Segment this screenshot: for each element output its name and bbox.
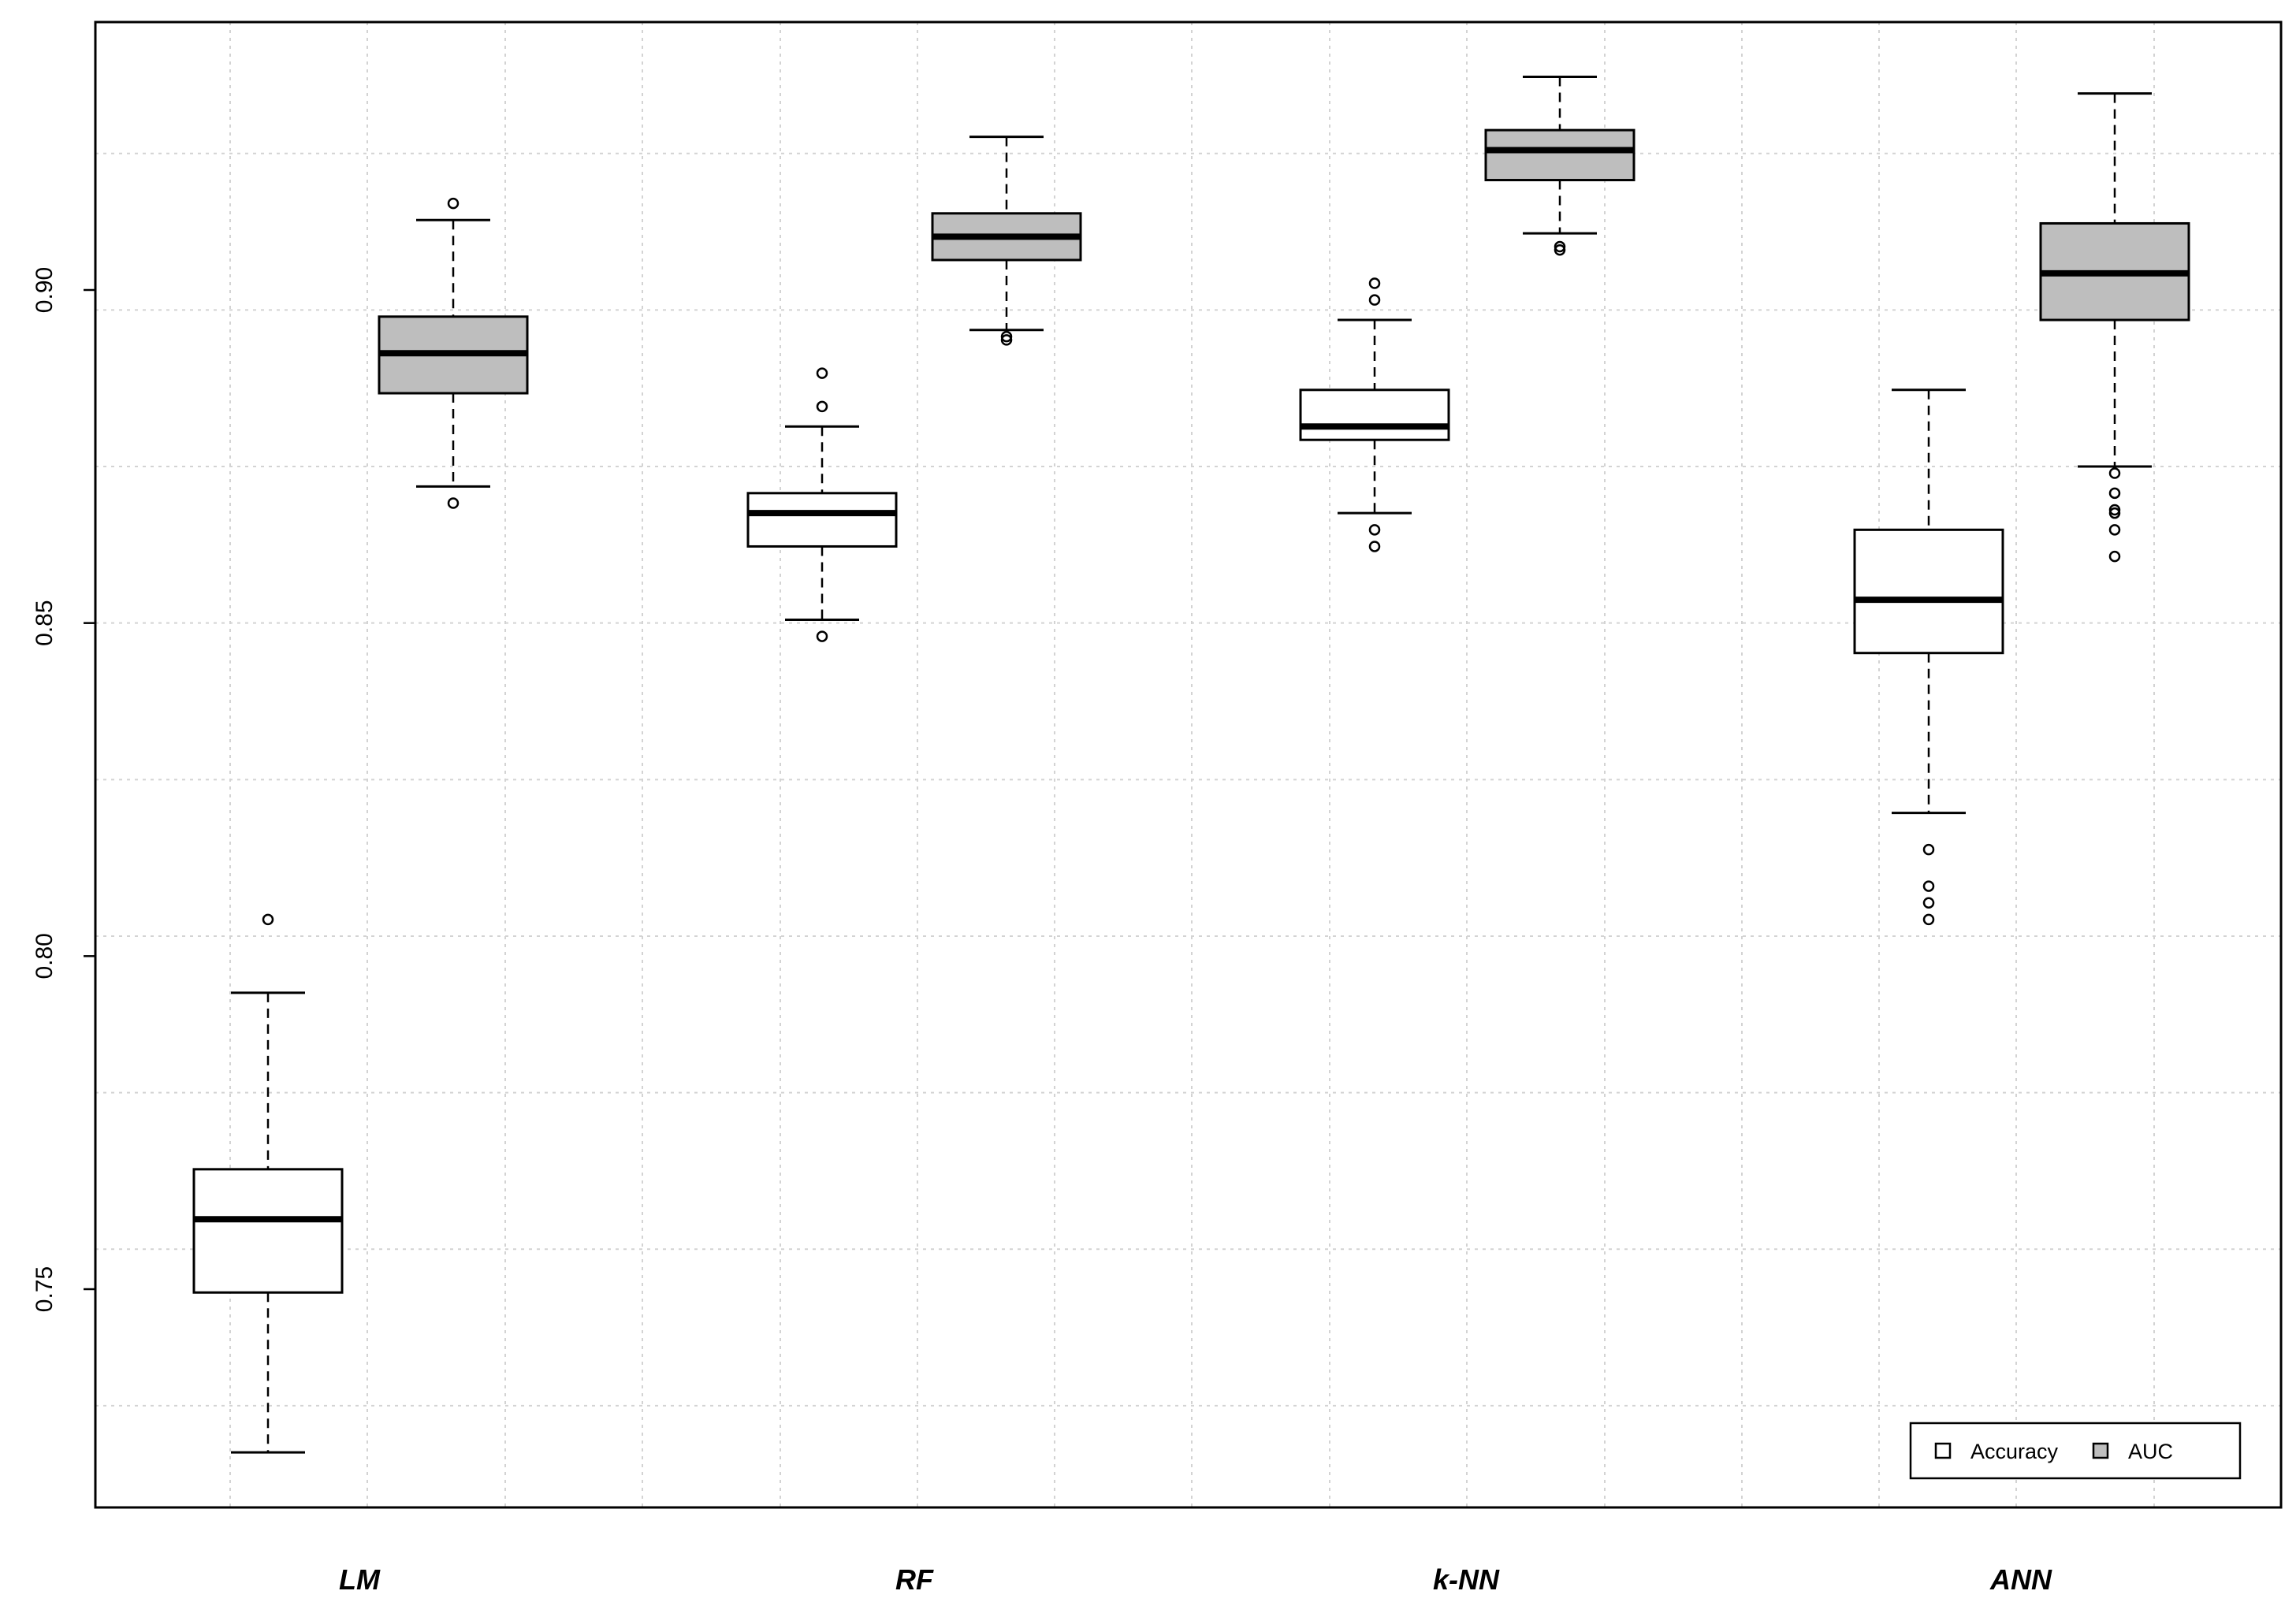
outlier-auc-ann-5 <box>2108 467 2121 479</box>
x-category-label-k-nn: k-NN <box>1433 1563 1500 1596</box>
outlier-auc-k-nn-1 <box>1554 240 1566 253</box>
y-tick-label-3: 0.90 <box>32 267 58 313</box>
outlier-auc-rf-1 <box>1000 330 1013 343</box>
outlier-accuracy-rf-0 <box>816 630 828 642</box>
box-accuracy-ann <box>1853 388 2004 926</box>
outlier-auc-ann-0 <box>2108 550 2121 563</box>
box-auc-lm <box>378 197 529 509</box>
legend: Accuracy AUC <box>1909 1422 2242 1480</box>
box-body-accuracy-k-nn <box>1299 388 1450 441</box>
outlier-auc-k-nn-0 <box>1554 244 1566 256</box>
box-body-accuracy-ann <box>1853 528 2004 655</box>
y-tick-label-0: 0.75 <box>32 1266 58 1312</box>
legend-frame <box>1909 1422 2242 1480</box>
outlier-auc-ann-1 <box>2108 524 2121 536</box>
outlier-auc-ann-4 <box>2108 487 2121 500</box>
outlier-accuracy-ann-2 <box>1922 880 1935 892</box>
box-auc-ann <box>2039 92 2190 563</box>
outlier-accuracy-k-nn-0 <box>1368 541 1381 552</box>
outlier-auc-lm-0 <box>447 497 460 509</box>
outlier-accuracy-ann-1 <box>1922 897 1935 909</box>
box-body-accuracy-rf <box>746 492 898 548</box>
box-accuracy-lm <box>192 913 344 1454</box>
legend-label-auc: AUC <box>2128 1440 2173 1463</box>
y-axis: 0.75 0.80 0.85 0.90 <box>32 267 95 1312</box>
outlier-accuracy-lm-0 <box>262 913 274 926</box>
outlier-accuracy-k-nn-3 <box>1368 277 1381 289</box>
y-tick-label-1: 0.80 <box>32 933 58 979</box>
x-category-label-ann: ANN <box>1989 1563 2052 1596</box>
box-auc-k-nn <box>1484 75 1635 256</box>
box-series <box>192 75 2190 1454</box>
box-auc-rf <box>931 136 1082 346</box>
outlier-accuracy-ann-3 <box>1922 843 1935 856</box>
outlier-accuracy-rf-2 <box>816 367 828 379</box>
outlier-accuracy-ann-0 <box>1922 913 1935 926</box>
box-body-auc-k-nn <box>1484 128 1635 182</box>
legend-label-accuracy: Accuracy <box>1970 1440 2059 1463</box>
legend-swatch-auc <box>2092 1442 2109 1459</box>
plot-area-frame <box>94 20 2283 1509</box>
x-category-label-rf: RF <box>895 1563 934 1596</box>
outlier-accuracy-rf-1 <box>816 400 828 413</box>
outlier-accuracy-k-nn-1 <box>1368 524 1381 536</box>
outlier-auc-lm-1 <box>447 197 460 210</box>
grid-lines <box>95 22 2281 1507</box>
outlier-auc-ann-2 <box>2108 507 2121 519</box>
box-accuracy-rf <box>746 367 898 642</box>
y-tick-label-2: 0.85 <box>32 600 58 645</box>
outlier-auc-ann-3 <box>2108 504 2121 516</box>
x-category-label-lm: LM <box>339 1563 381 1596</box>
outlier-auc-rf-0 <box>1000 334 1013 346</box>
box-accuracy-k-nn <box>1299 277 1450 552</box>
box-body-accuracy-lm <box>192 1168 344 1294</box>
legend-swatch-accuracy <box>1934 1442 1952 1459</box>
outlier-accuracy-k-nn-2 <box>1368 294 1381 306</box>
x-axis-labels: LM RF k-NN ANN <box>339 1563 2052 1596</box>
